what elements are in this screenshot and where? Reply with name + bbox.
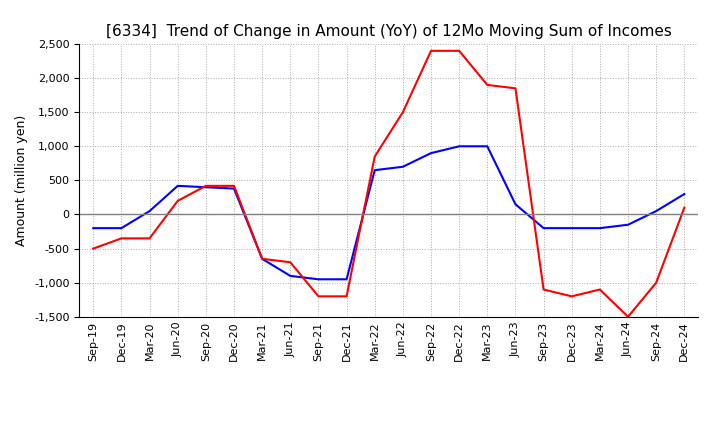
Line: Net Income: Net Income — [94, 51, 684, 317]
Net Income — [370, 154, 379, 159]
Net Income — [117, 236, 126, 241]
Ordinary Income — [455, 143, 464, 149]
Ordinary Income — [680, 191, 688, 197]
Ordinary Income — [314, 277, 323, 282]
Net Income — [230, 183, 238, 188]
Net Income — [258, 256, 266, 261]
Ordinary Income — [286, 273, 294, 279]
Net Income — [483, 82, 492, 88]
Ordinary Income — [427, 150, 436, 156]
Ordinary Income — [399, 164, 408, 169]
Net Income — [174, 198, 182, 203]
Ordinary Income — [117, 225, 126, 231]
Net Income — [202, 183, 210, 188]
Ordinary Income — [258, 256, 266, 261]
Ordinary Income — [595, 225, 604, 231]
Net Income — [455, 48, 464, 53]
Net Income — [624, 314, 632, 319]
Net Income — [286, 260, 294, 265]
Net Income — [595, 287, 604, 292]
Ordinary Income — [511, 202, 520, 207]
Net Income — [427, 48, 436, 53]
Net Income — [145, 236, 154, 241]
Line: Ordinary Income: Ordinary Income — [94, 146, 684, 279]
Net Income — [342, 294, 351, 299]
Ordinary Income — [483, 143, 492, 149]
Ordinary Income — [370, 168, 379, 173]
Net Income — [567, 294, 576, 299]
Y-axis label: Amount (million yen): Amount (million yen) — [15, 115, 28, 246]
Net Income — [511, 86, 520, 91]
Net Income — [680, 205, 688, 210]
Ordinary Income — [174, 183, 182, 188]
Net Income — [314, 294, 323, 299]
Ordinary Income — [342, 277, 351, 282]
Ordinary Income — [567, 225, 576, 231]
Ordinary Income — [539, 225, 548, 231]
Ordinary Income — [230, 186, 238, 191]
Ordinary Income — [202, 184, 210, 190]
Net Income — [539, 287, 548, 292]
Net Income — [89, 246, 98, 251]
Ordinary Income — [624, 222, 632, 227]
Ordinary Income — [89, 225, 98, 231]
Ordinary Income — [145, 209, 154, 214]
Net Income — [652, 280, 660, 285]
Ordinary Income — [652, 209, 660, 214]
Title: [6334]  Trend of Change in Amount (YoY) of 12Mo Moving Sum of Incomes: [6334] Trend of Change in Amount (YoY) o… — [106, 24, 672, 39]
Net Income — [399, 110, 408, 115]
